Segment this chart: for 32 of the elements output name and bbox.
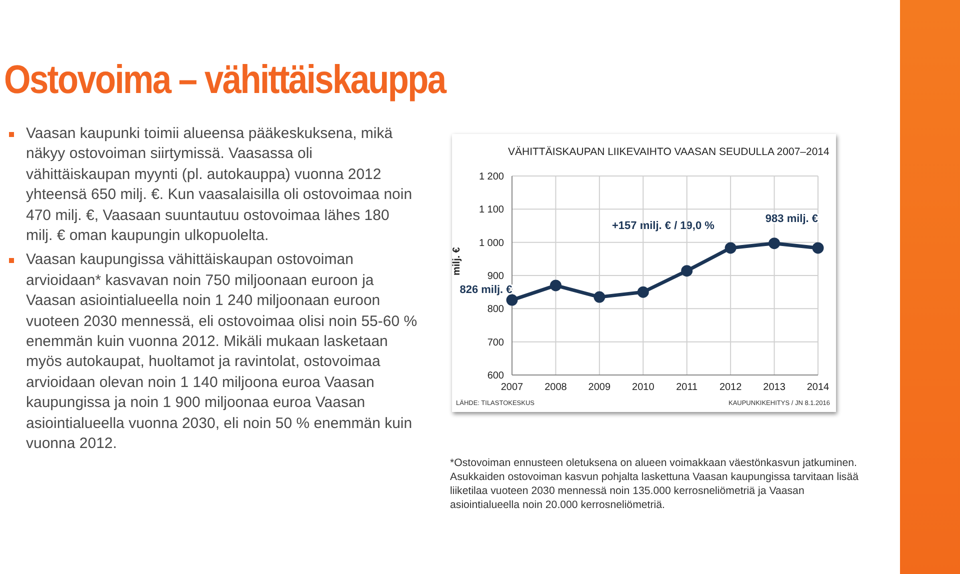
x-tick-label: 2012 [719,382,742,394]
y-tick-label: 700 [487,337,504,348]
point [681,265,693,277]
annotation: 983 milj. € [765,212,818,225]
y-tick-label: 600 [487,370,504,382]
point [724,242,736,254]
point [768,238,780,250]
x-tick-label: 2010 [632,382,655,394]
x-tick-label: 2011 [676,382,698,394]
y-axis-title: milj. € [452,246,463,276]
point [506,294,518,306]
y-tick-label: 1 100 [478,204,504,216]
point [550,280,562,292]
text: Vaasan kaupunki toimii alueensa pääkeskuksena, mikä näkyy ostovoiman siirtymissä. Vaasassa oli vähittäiskaupan myynti (pl. autokauppa) vuonna 2012 yhteensä 650 milj. €. Kun vaasalaisilla oli ostovoimaa noin 470 milj. €, Vaasaan suuntautuu ostovoimaa lähes 180 milj. € oman kaupungin ulkopuolelta. [26,125,412,244]
x-tick-label: 2009 [588,382,611,394]
chart-subtitle: VÄHITTÄISKAUPAN LIIKEVAIHTO VAASAN SEUDULLA 2007–2014 [508,146,830,158]
x-tick-label: 2007 [500,382,524,394]
y-tick-label: 1 200 [478,172,504,183]
y-tick-label: 800 [487,304,504,316]
point [812,242,824,254]
y-tick-label: 1 000 [478,238,504,249]
x-tick-label: 2008 [544,382,568,394]
text: Vaasan kaupungissa vähittäiskaupan ostovoiman arvioidaan* kasvavan noin 750 miljoonaan euroon ja Vaasan asiointialueella noin 1 240 miljoonaan euroon vuoteen 2030 mennessä, eli ostovoimaa olisi noin 55-60 % enemmän kuin vuonna 2012. Mikäli mukaan lasketaan myös autokaupat, huoltamot ja ravintolat, ostovoimaa arvioidaan olevan noin 1 140 miljoona euroa Vaasan kaupungissa ja noin 1 900 miljoonaa euroa Vaasan asiointialueella vuonna 2030, eli noin 50 % enemmän kuin vuonna 2012. [26,251,418,452]
point [637,286,649,298]
point [594,291,606,303]
x-tick-label: 2013 [763,382,786,394]
text: *Ostovoiman ennusteen oletuksena on alueen voimakkaan väestönkasvun jatkuminen. Asukkaiden ostovoiman kasvun pohjalta laskettuna Vaasan kaupungissa tarvitaan lisää liiketilaa vuoteen 2030 mennessä noin 135.000 kerrosneliömetriä ja Vaasan asiointialueella noin 20.000 kerrosneliömetriä. [450,456,860,512]
chart-title: Ostovoima – vähittäiskauppa [4,58,446,103]
y-tick-label: 900 [487,271,504,282]
annotation: +157 milj. € / 19,0 % [612,220,714,232]
x-tick-label: 2014 [806,382,830,394]
annotation: 826 milj. € [460,284,512,296]
